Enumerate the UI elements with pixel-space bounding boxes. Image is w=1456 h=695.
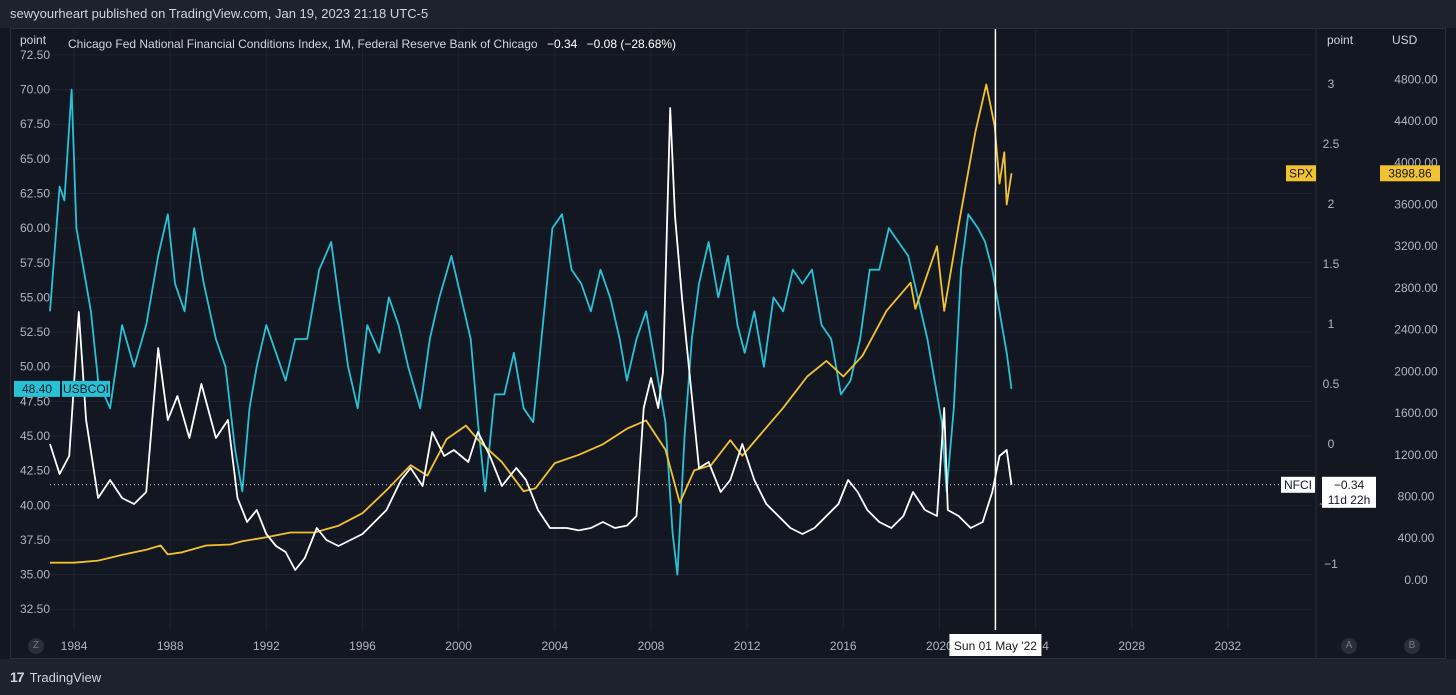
left-tick-label: 50.00 <box>20 360 50 374</box>
left-axis-unit: point <box>20 33 47 47</box>
usd-axis: 4800.004400.004000.003600.003200.002800.… <box>1394 72 1438 587</box>
spx-label-text: SPX <box>1289 166 1313 180</box>
chart-frame[interactable] <box>10 28 1446 659</box>
nfci-value-text: −0.34 <box>1334 478 1365 492</box>
series-line-spx <box>50 83 1013 564</box>
usd-axis-unit: USD <box>1392 33 1418 47</box>
usd-tick-label: 0.00 <box>1404 573 1428 587</box>
x-tick-label: 2016 <box>830 639 857 653</box>
usd-tick-label: 1600.00 <box>1394 406 1438 420</box>
left-tick-label: 45.00 <box>20 429 50 443</box>
spx-value-text: 3898.86 <box>1388 166 1432 180</box>
left-tick-label: 37.50 <box>20 533 50 547</box>
left-tick-label: 40.00 <box>20 498 50 512</box>
x-tick-label: 2020 <box>926 639 953 653</box>
spx-label-badge <box>1286 165 1316 182</box>
right-tick-label: 2.5 <box>1323 137 1340 151</box>
x-tick-label: 2000 <box>445 639 472 653</box>
left-tick-label: 57.50 <box>20 256 50 270</box>
tradingview-brand: TradingView <box>29 669 102 685</box>
left-tick-label: 70.00 <box>20 83 50 97</box>
right-tick-label: 0.5 <box>1323 377 1340 391</box>
legend-value: −0.34 <box>546 37 578 51</box>
timezone-button[interactable]: Z <box>28 638 44 654</box>
left-tick-label: 65.00 <box>20 152 50 166</box>
usd-tick-label: 2800.00 <box>1394 281 1438 295</box>
left-tick-label: 62.50 <box>20 187 50 201</box>
series-line-nfci <box>49 107 1013 571</box>
x-tick-label: 2012 <box>734 639 761 653</box>
left-tick-label: 47.50 <box>20 394 50 408</box>
x-axis: 1984 1988 1992 1996 2000 2004 2008 2012 2016 2020… <box>61 639 1242 653</box>
x-tick-label: 2032 <box>1215 639 1242 653</box>
crosshair-date-label: Sun 01 May '22 <box>954 639 1037 653</box>
chart-legend[interactable]: Chicago Fed National Financial Condition… <box>68 37 676 51</box>
left-tick-label: 72.50 <box>20 48 50 62</box>
usd-tick-label: 1200.00 <box>1394 448 1438 462</box>
usd-tick-label: 400.00 <box>1398 531 1435 545</box>
crosshair-date-box <box>949 634 1042 656</box>
nfci-label-badge <box>1281 476 1315 493</box>
right-tick-label: 2 <box>1328 197 1335 211</box>
x-tick-label: 1996 <box>349 639 376 653</box>
nfci-countdown-text: 11d 22h <box>1328 493 1371 507</box>
nfci-label-text: NFCI <box>1284 478 1312 492</box>
left-tick-label: 32.50 <box>20 602 50 616</box>
tradingview-logo-icon: 17 <box>10 669 25 685</box>
x-tick-label: 2004 <box>541 639 568 653</box>
usbcoi-value-badge <box>14 380 60 397</box>
x-tick-label: 1992 <box>253 639 280 653</box>
legend-title: Chicago Fed National Financial Condition… <box>68 37 538 51</box>
usd-tick-label: 2400.00 <box>1394 323 1438 337</box>
tradingview-logo[interactable]: 17 TradingView <box>10 669 101 685</box>
usd-tick-label: 2000.00 <box>1394 364 1438 378</box>
right-tick-label: −1 <box>1324 557 1338 571</box>
nfci-value-badge <box>1322 476 1376 508</box>
left-axis: 72.50 70.00 67.50 65.00 62.50 60.00 57.50 55.00… <box>20 48 50 616</box>
left-tick-label: 42.50 <box>20 464 50 478</box>
right-tick-label: 1.5 <box>1323 257 1340 271</box>
x-tick-label: 2028 <box>1118 639 1145 653</box>
usd-tick-label: 800.00 <box>1398 489 1435 503</box>
usbcoi-label-badge <box>62 380 110 397</box>
left-tick-label: 52.50 <box>20 325 50 339</box>
spx-value-badge <box>1380 165 1440 182</box>
x-tick-label: 2008 <box>638 639 665 653</box>
usd-tick-label: 4800.00 <box>1394 72 1438 86</box>
series-line-usbcoi <box>49 88 1013 576</box>
publish-header: sewyourheart published on TradingView.co… <box>0 0 1456 28</box>
right-tick-label: 3 <box>1328 77 1335 91</box>
grid-lines <box>50 29 1317 658</box>
auto-scale-button[interactable]: A <box>1341 638 1357 654</box>
usbcoi-value-text: 48.40 <box>22 382 52 396</box>
usd-tick-label: 3600.00 <box>1394 197 1438 211</box>
usbcoi-label-text: USBCOI <box>63 382 109 396</box>
legend-change: −0.08 (−28.68%) <box>586 37 677 51</box>
footer-bar: 17 TradingView <box>0 659 1456 695</box>
left-tick-label: 55.00 <box>20 290 50 304</box>
usd-tick-label: 4400.00 <box>1394 114 1438 128</box>
publish-text: sewyourheart published on TradingView.co… <box>10 6 429 21</box>
left-tick-label: 60.00 <box>20 221 50 235</box>
left-tick-label: 35.00 <box>20 568 50 582</box>
right-axis-unit: point <box>1327 33 1354 47</box>
series-lines <box>49 83 1013 576</box>
x-tick-label: 1984 <box>61 639 88 653</box>
x-tick-label: 1988 <box>157 639 184 653</box>
usd-tick-label: 3200.00 <box>1394 239 1438 253</box>
left-tick-label: 67.50 <box>20 117 50 131</box>
log-scale-button[interactable]: B <box>1404 638 1420 654</box>
right-tick-label: 0 <box>1328 437 1335 451</box>
right-tick-label: 1 <box>1328 317 1335 331</box>
chart-overlays: Sun 01 May '22 48.40 USBCOI SPX 3898.86 NFCI −… <box>14 29 1440 656</box>
